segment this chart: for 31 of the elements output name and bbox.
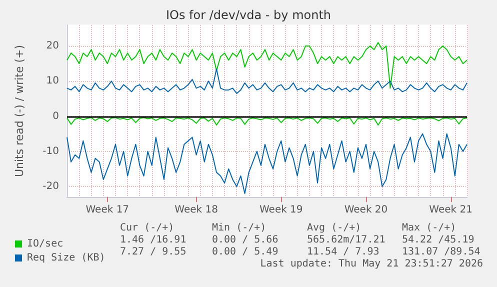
text: Last update: Thu May 21 23:51:27 2026 (260, 258, 484, 270)
text: 131.07 /89.54 (402, 246, 480, 258)
x-tick-label: Week 18 (174, 204, 218, 216)
y-tick-label: -20 (42, 180, 59, 192)
text: 0.00 / 5.66 (212, 234, 278, 246)
x-tick-label: Week 17 (86, 204, 130, 216)
y-axis-title: Units read (-) / write (+) (13, 44, 26, 178)
y-tick-label: 10 (46, 76, 59, 87)
legend-label: Req Size (KB) (27, 252, 106, 264)
x-tick-label: Week 20 (344, 204, 388, 216)
text: 0.00 / 5.49 (212, 246, 278, 258)
text: 1.46 /16.91 (120, 234, 186, 246)
line-series (66, 117, 468, 126)
text: 54.22 /45.19 (402, 234, 474, 246)
text: Min (-/+) (212, 222, 266, 234)
legend-label: IO/sec (27, 238, 64, 250)
line-series (66, 68, 468, 94)
text: Cur (-/+) (120, 222, 174, 234)
text: Max (-/+) (402, 222, 456, 234)
text: 7.27 / 9.55 (120, 246, 186, 258)
y-tick-label: -10 (42, 146, 59, 157)
y-tick-label: 0 (52, 110, 59, 122)
x-tick-label: Week 19 (259, 204, 303, 216)
line-series (66, 133, 468, 194)
text: 11.54 / 7.93 (307, 246, 380, 258)
line-series (66, 42, 468, 89)
y-tick-label: 20 (46, 40, 59, 52)
x-tick-label: Week 21 (429, 204, 472, 216)
text: Avg (-/+) (307, 222, 362, 234)
chart-title: IOs for /dev/vda - by month (166, 8, 332, 22)
text: 565.62m/17.21 (307, 234, 386, 246)
